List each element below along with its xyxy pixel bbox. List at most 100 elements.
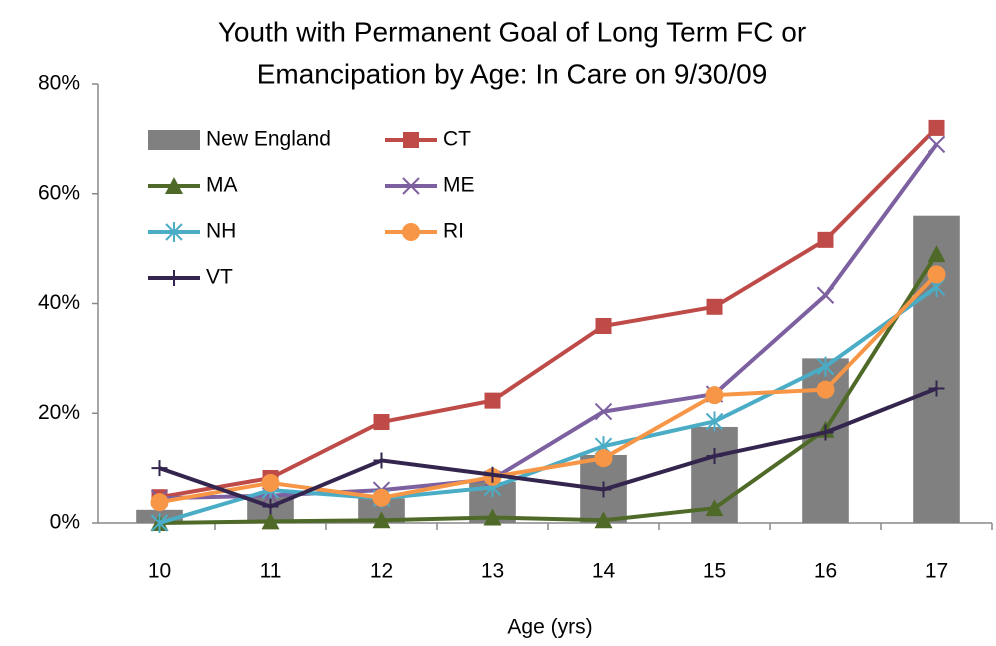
marker [262,498,279,515]
marker [261,512,280,530]
marker [373,452,390,469]
marker-plus [706,448,723,465]
marker [817,424,834,441]
marker [927,265,946,284]
marker-asterisk [705,411,724,432]
marker [927,245,946,263]
marker-x [402,177,420,195]
legend-label: New England [206,128,331,151]
marker [817,231,834,248]
marker-asterisk [150,513,169,533]
marker [402,177,420,195]
marker-asterisk [165,222,183,242]
marker-x [927,135,946,154]
marker [151,460,168,477]
marker [484,466,501,483]
marker-x [594,402,613,421]
marker [706,448,723,465]
marker [150,493,169,512]
marker-x [816,286,835,304]
marker [594,402,613,421]
marker-circle [150,493,169,512]
marker [816,380,835,399]
marker-plus [595,481,612,498]
y-tick-label: 80% [38,72,80,95]
marker-square [484,392,501,409]
chart-title: Youth with Permanent Goal of Long Term F… [218,16,806,47]
x-tick-label: 13 [481,560,504,583]
x-tick-label: 14 [592,560,616,583]
marker [484,392,501,409]
marker-circle [372,488,391,507]
line [159,143,939,501]
marker [705,411,724,432]
marker [165,222,183,242]
legend-label: RI [443,220,464,243]
line [159,126,938,500]
marker-circle [594,449,613,468]
marker-square [403,132,419,148]
line [159,273,938,505]
marker-square [706,298,723,315]
marker-triangle [165,177,183,194]
marker [372,511,391,529]
marker-plus [373,452,390,469]
y-tick-label: 20% [38,401,80,424]
x-tick-label: 16 [814,560,837,583]
marker-triangle [483,508,502,526]
marker-triangle [261,512,280,530]
marker [594,449,613,468]
marker-asterisk [816,356,835,377]
marker [705,499,724,517]
marker [165,177,183,194]
marker [403,132,419,148]
marker [594,511,613,529]
marker-plus [262,498,279,515]
marker [816,286,835,304]
marker [373,414,390,431]
legend-label: MA [206,174,238,197]
legend-label: CT [443,128,471,151]
marker-triangle [594,511,613,529]
marker-plus [166,270,182,286]
marker [261,473,280,492]
x-tick-label: 11 [260,560,282,583]
y-tick-label: 60% [38,181,80,204]
marker-square [595,317,612,334]
chart-title: Emancipation by Age: In Care on 9/30/09 [257,58,768,89]
legend-label: VT [206,266,233,289]
marker [166,270,182,286]
marker [927,135,946,154]
x-tick-label: 15 [703,560,726,583]
marker-triangle [927,245,946,263]
x-tick-label: 10 [148,560,171,583]
marker-circle [261,473,280,492]
y-tick-label: 40% [38,291,80,314]
legend-label: NH [206,220,236,243]
marker [595,317,612,334]
marker [928,380,945,397]
marker-square [373,414,390,431]
marker-circle [816,380,835,399]
marker-triangle [705,499,724,517]
marker-circle [705,386,724,405]
x-axis-label: Age (yrs) [507,616,592,639]
x-tick-label: 12 [370,560,393,583]
marker [595,481,612,498]
marker [150,513,169,533]
legend-label: ME [443,174,475,197]
marker-triangle [372,511,391,529]
marker [483,508,502,526]
marker [705,386,724,405]
line [158,386,938,509]
marker [372,488,391,507]
marker-plus [928,380,945,397]
line [159,253,939,525]
marker-plus [817,424,834,441]
x-tick-label: 17 [925,560,948,583]
marker-plus [151,460,168,477]
y-tick-label: 0% [50,511,80,534]
legend-swatch [148,130,200,150]
marker [706,298,723,315]
